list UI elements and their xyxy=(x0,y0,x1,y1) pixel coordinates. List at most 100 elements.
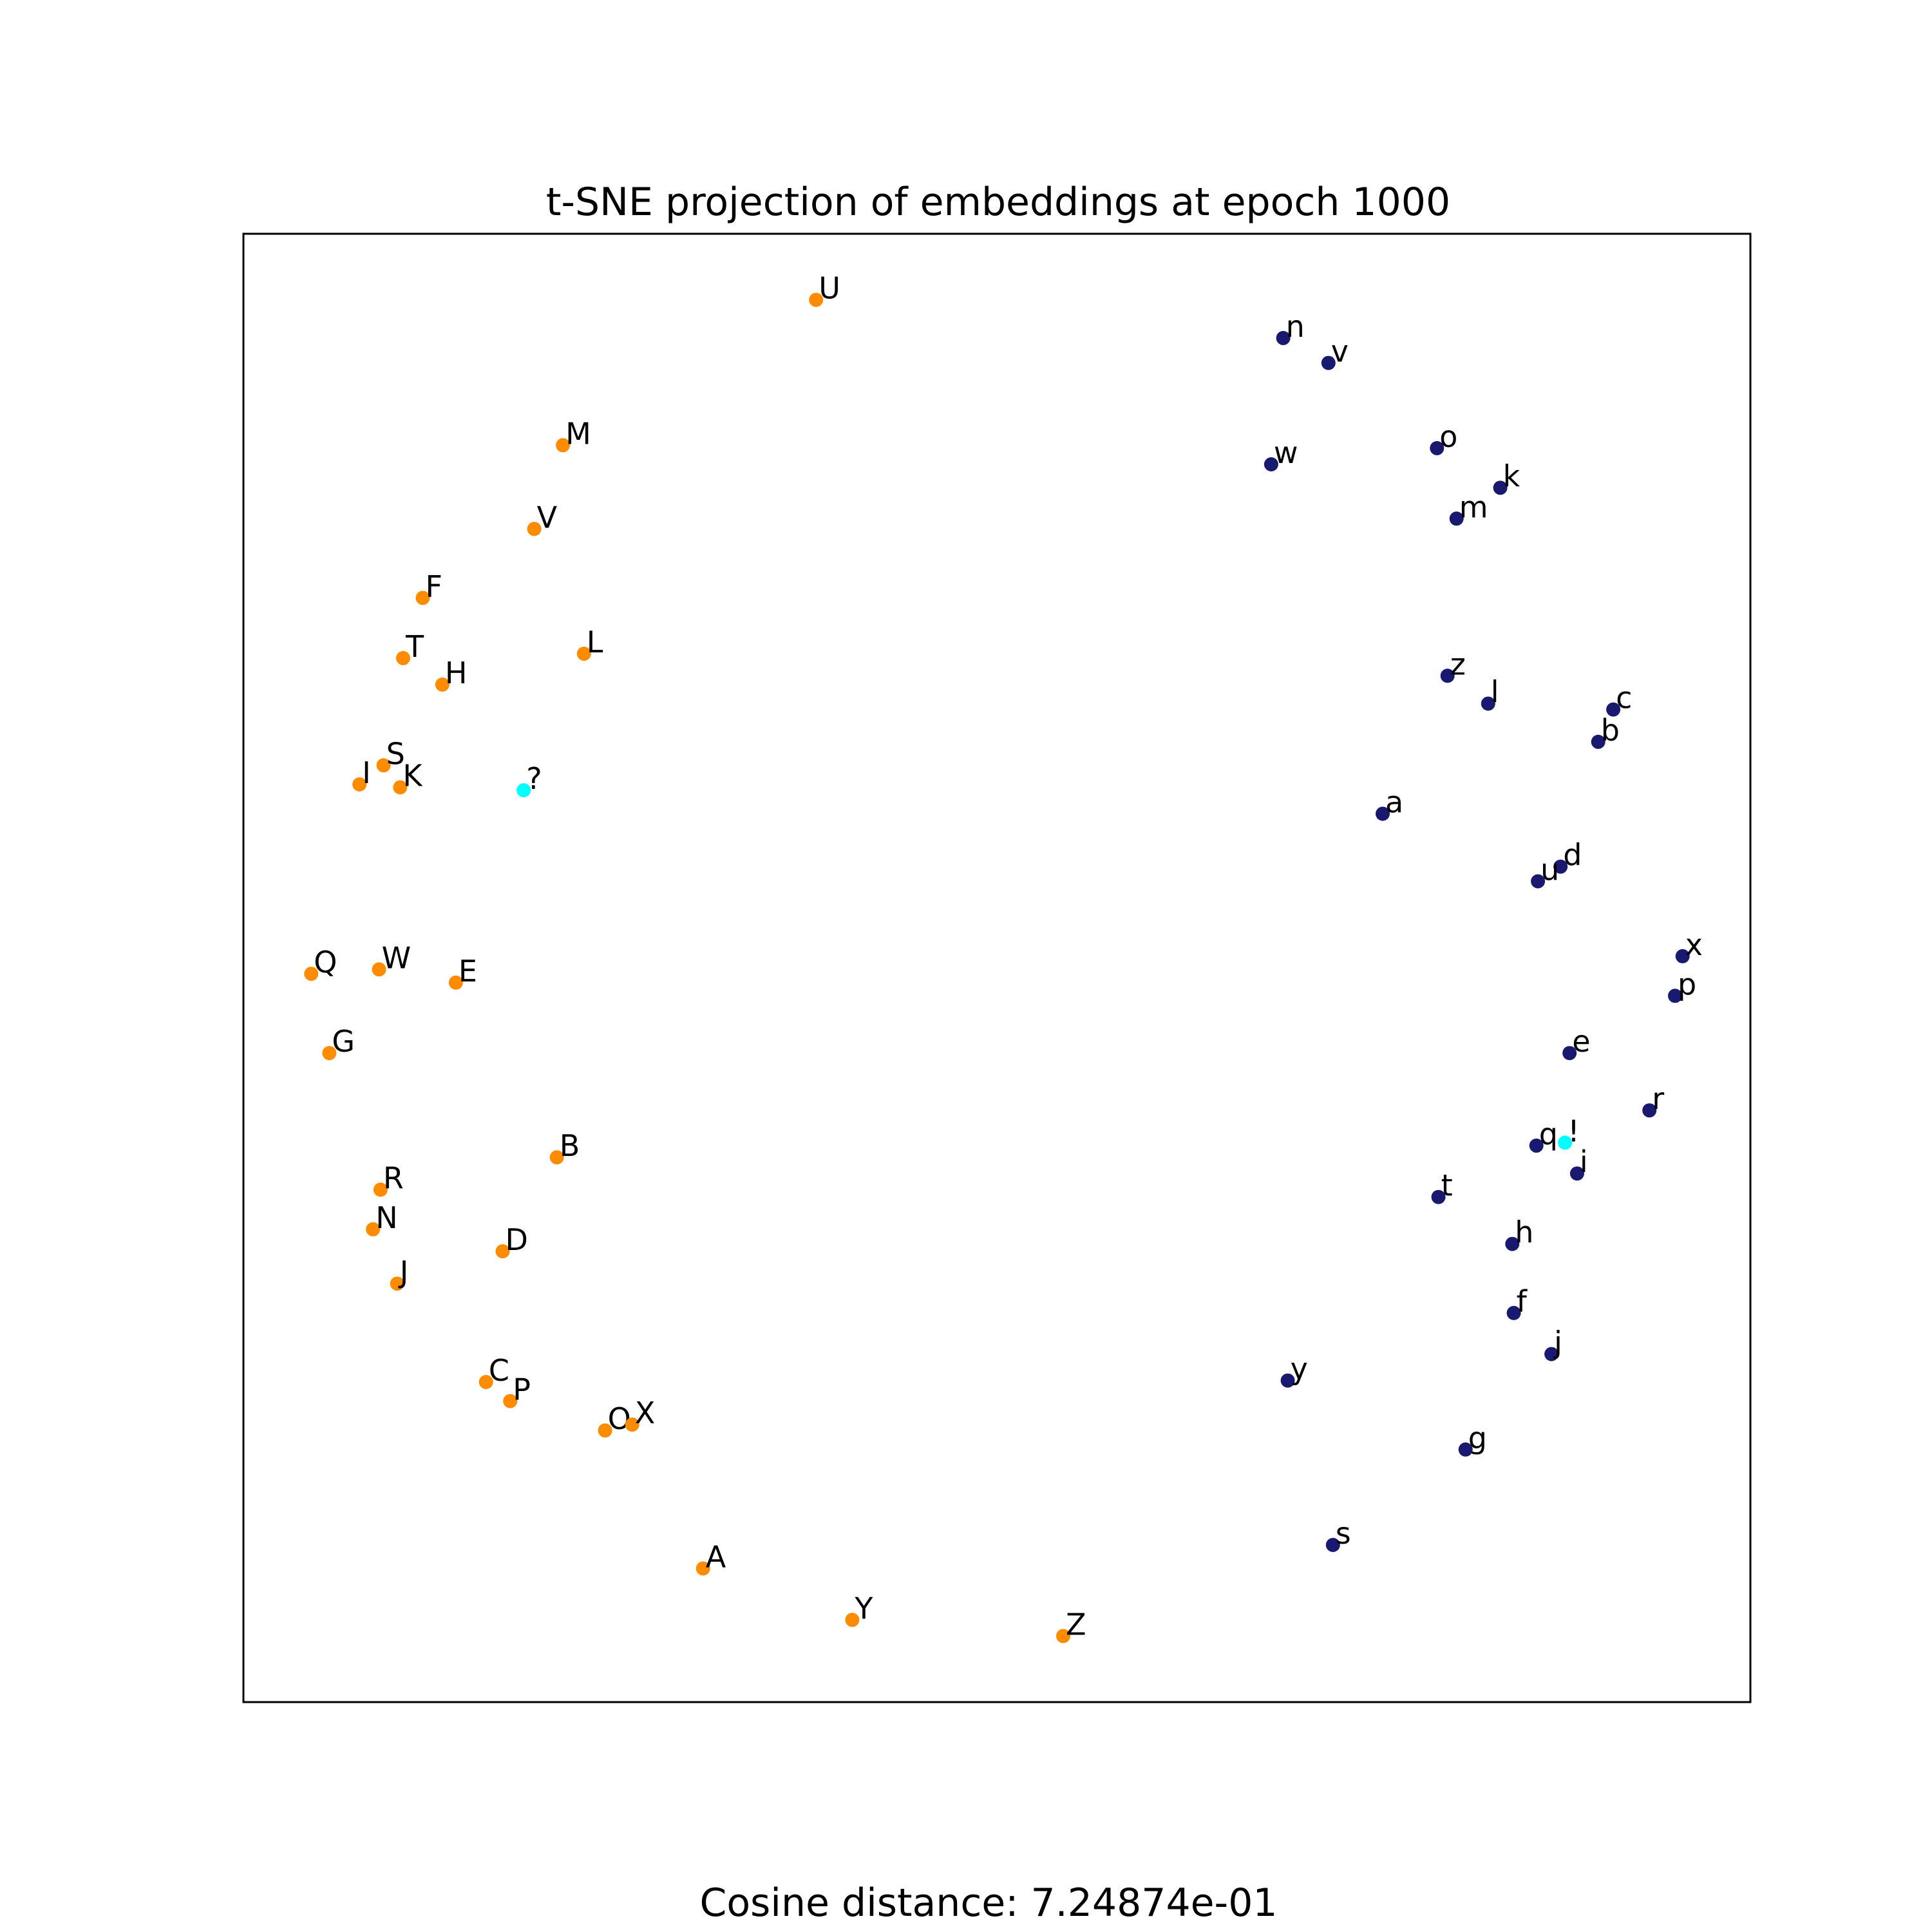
points-layer: U M V F L TH SI K Q W E G B RN D J CP O X A Y Znv w o km zl cb a du x… xyxy=(304,271,1703,1643)
point-upper-y xyxy=(845,1613,860,1627)
point-lower-n xyxy=(1276,330,1291,345)
point-upper-g xyxy=(322,1046,337,1061)
point-upper-l xyxy=(576,647,591,661)
point-upper-b xyxy=(549,1150,564,1165)
point-lower-h xyxy=(1505,1236,1520,1251)
point-label-lower-h: h xyxy=(1515,1215,1533,1250)
point-upper-d xyxy=(495,1244,510,1258)
point-upper-i xyxy=(352,777,367,791)
point-label-upper-j: J xyxy=(398,1255,409,1289)
point-lower-t xyxy=(1431,1189,1446,1204)
point-label-lower-d: d xyxy=(1563,838,1582,873)
point-label-lower-q: q xyxy=(1539,1117,1558,1151)
point-label-upper-d: D xyxy=(506,1222,528,1257)
point-label-upper-o: O xyxy=(608,1401,631,1436)
point-upper-q xyxy=(304,967,319,981)
point-lower-x xyxy=(1675,949,1690,963)
point-label-upper-m: M xyxy=(565,416,591,451)
point-lower-k xyxy=(1493,480,1508,495)
point-label-upper-w: W xyxy=(382,940,411,975)
point-upper-s xyxy=(376,758,391,773)
point-label-lower-f: f xyxy=(1517,1284,1528,1319)
point-label-upper-q: Q xyxy=(314,945,337,980)
point-label-upper-f: F xyxy=(426,569,442,603)
point-label-lower-y: y xyxy=(1291,1352,1308,1387)
point-lower-d xyxy=(1553,859,1568,874)
cosine-distance-caption: Cosine distance: 7.24874e-01 xyxy=(699,1880,1277,1926)
point-lower-i xyxy=(1569,1166,1584,1181)
point-lower-o xyxy=(1430,440,1444,455)
point-upper-u xyxy=(809,292,824,307)
point-label-lower-u: u xyxy=(1540,853,1559,887)
point-label-upper-y: Y xyxy=(854,1591,873,1625)
point-upper-j xyxy=(390,1276,404,1291)
point-label-lower-a: a xyxy=(1385,785,1403,820)
point-label-lower-k: k xyxy=(1503,459,1520,493)
point-lower-r xyxy=(1642,1103,1657,1118)
point-upper-x xyxy=(625,1417,639,1432)
point-lower-u xyxy=(1531,874,1546,889)
point-label-lower-l: l xyxy=(1491,675,1499,710)
chart-title: t-SNE projection of embeddings at epoch … xyxy=(546,180,1450,225)
point-label-upper-x: X xyxy=(635,1396,656,1430)
point-upper-n xyxy=(366,1222,381,1236)
point-label-upper-c: C xyxy=(489,1353,509,1388)
point-question-mark xyxy=(516,783,531,798)
point-label-lower-p: p xyxy=(1678,967,1696,1001)
point-lower-y xyxy=(1280,1373,1295,1388)
point-label-lower-b: b xyxy=(1601,713,1620,748)
point-upper-c xyxy=(478,1375,493,1389)
point-label-lower-g: g xyxy=(1468,1421,1487,1455)
point-label-upper-z: Z xyxy=(1066,1607,1086,1642)
point-lower-c xyxy=(1606,702,1621,717)
point-label-lower-o: o xyxy=(1439,419,1457,454)
point-upper-p xyxy=(503,1394,518,1408)
point-upper-f xyxy=(415,591,430,605)
point-exclamation-mark xyxy=(1558,1135,1573,1150)
point-label-upper-v: V xyxy=(537,500,558,535)
point-label-upper-e: E xyxy=(459,954,477,989)
point-label-upper-u: U xyxy=(819,271,840,306)
point-label-upper-t: T xyxy=(405,629,424,664)
point-label-lower-w: w xyxy=(1274,435,1298,470)
point-lower-j xyxy=(1544,1347,1559,1361)
point-label-upper-i: I xyxy=(362,755,371,790)
point-label-lower-c: c xyxy=(1616,681,1632,715)
point-upper-a xyxy=(696,1561,710,1576)
point-label-lower-s: s xyxy=(1336,1516,1351,1551)
point-lower-p xyxy=(1668,989,1682,1003)
point-lower-e xyxy=(1562,1046,1577,1061)
point-label-lower-i: i xyxy=(1580,1144,1588,1179)
point-upper-e xyxy=(448,975,463,990)
point-lower-a xyxy=(1376,806,1390,821)
point-upper-z xyxy=(1056,1629,1070,1643)
point-label-upper-k: K xyxy=(402,759,423,793)
point-lower-l xyxy=(1481,696,1495,711)
point-label-lower-z: z xyxy=(1450,647,1466,681)
point-label-lower-j: j xyxy=(1553,1325,1562,1360)
point-lower-v xyxy=(1321,355,1336,370)
point-lower-s xyxy=(1325,1538,1340,1552)
point-label-upper-n: N xyxy=(375,1200,397,1235)
point-label-upper-g: G xyxy=(332,1024,355,1059)
point-lower-w xyxy=(1264,457,1278,471)
point-label-lower-n: n xyxy=(1286,309,1305,344)
point-upper-r xyxy=(373,1182,388,1197)
point-upper-t xyxy=(396,650,410,665)
point-label-upper-r: R xyxy=(383,1160,404,1195)
point-label-upper-l: L xyxy=(587,625,603,659)
point-lower-b xyxy=(1591,734,1605,749)
point-label-upper-p: P xyxy=(513,1372,531,1407)
point-label-lower-m: m xyxy=(1459,489,1488,524)
point-lower-z xyxy=(1440,668,1455,683)
point-upper-w xyxy=(372,962,386,977)
point-label-lower-x: x xyxy=(1685,927,1703,962)
point-label-lower-e: e xyxy=(1572,1024,1590,1059)
point-lower-m xyxy=(1449,511,1464,526)
point-upper-o xyxy=(598,1423,612,1438)
point-label-lower-t: t xyxy=(1441,1168,1453,1203)
point-label-upper-s: S xyxy=(386,736,405,771)
point-label-upper-b: B xyxy=(560,1128,580,1163)
